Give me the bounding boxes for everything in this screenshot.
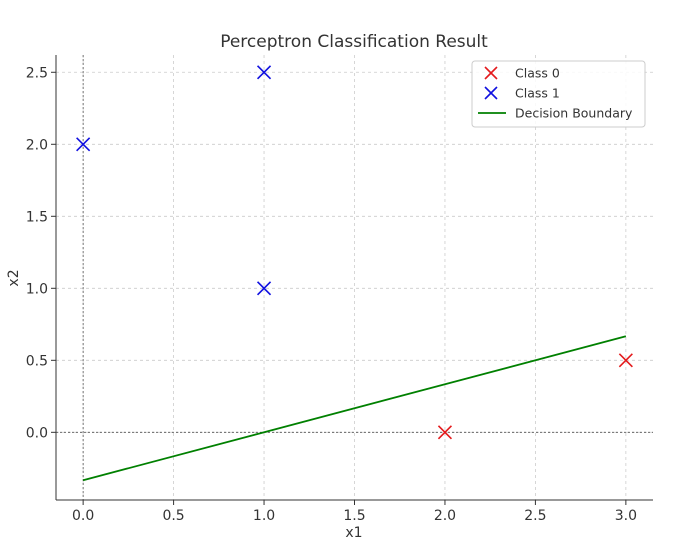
legend-entry-0-label: Class 0 bbox=[515, 66, 560, 81]
x-tick-label-1: 0.5 bbox=[162, 508, 184, 524]
legend: Class 0 Class 1 Decision Boundary bbox=[471, 60, 646, 128]
x-axis-label: x1 bbox=[345, 525, 362, 541]
series-1-point-0-stroke-b bbox=[76, 137, 91, 152]
legend-entry-1: Class 1 bbox=[484, 86, 560, 101]
y-tick-label-1: 0.5 bbox=[26, 353, 48, 369]
series-0 bbox=[437, 353, 633, 440]
y-tick-label-5: 2.5 bbox=[26, 65, 48, 81]
series-0-point-0-stroke-b bbox=[437, 425, 453, 440]
series-1-point-1-stroke-b bbox=[256, 281, 272, 296]
legend-entry-2: Decision Boundary bbox=[478, 106, 633, 121]
y-tick-label-2: 1.0 bbox=[26, 281, 48, 297]
chart-title: Perceptron Classification Result bbox=[220, 32, 488, 52]
series-layer bbox=[76, 65, 633, 482]
y-tick-label-0: 0.0 bbox=[26, 425, 48, 441]
x-axis-ticks: 0.0 0.5 1.0 1.5 2.0 2.5 3.0 bbox=[72, 500, 637, 524]
series-1 bbox=[76, 65, 272, 296]
series-1-point-2-stroke-b bbox=[256, 65, 272, 80]
x-tick-label-4: 2.0 bbox=[434, 508, 456, 524]
series-2 bbox=[82, 335, 627, 482]
series-2-line bbox=[82, 335, 627, 482]
x-tick-label-0: 0.0 bbox=[72, 508, 94, 524]
legend-entry-0: Class 0 bbox=[484, 66, 560, 81]
x-tick-label-5: 2.5 bbox=[524, 508, 546, 524]
x-tick-label-6: 3.0 bbox=[615, 508, 637, 524]
legend-entry-1-label: Class 1 bbox=[515, 86, 560, 101]
legend-entry-0-swatch-stroke-b bbox=[484, 66, 498, 80]
y-tick-label-4: 2.0 bbox=[26, 137, 48, 153]
y-axis-ticks: 0.0 0.5 1.0 1.5 2.0 2.5 bbox=[26, 65, 56, 441]
x-tick-label-2: 1.0 bbox=[253, 508, 275, 524]
grid bbox=[56, 55, 653, 500]
legend-entry-1-swatch-stroke-b bbox=[484, 86, 498, 100]
y-axis-label: x2 bbox=[6, 269, 22, 286]
legend-box bbox=[471, 60, 646, 128]
x-tick-label-3: 1.5 bbox=[343, 508, 365, 524]
legend-entry-2-label: Decision Boundary bbox=[515, 106, 633, 121]
series-0-point-1-stroke-b bbox=[618, 353, 633, 368]
zero-lines bbox=[56, 55, 653, 500]
y-tick-label-3: 1.5 bbox=[26, 209, 48, 225]
